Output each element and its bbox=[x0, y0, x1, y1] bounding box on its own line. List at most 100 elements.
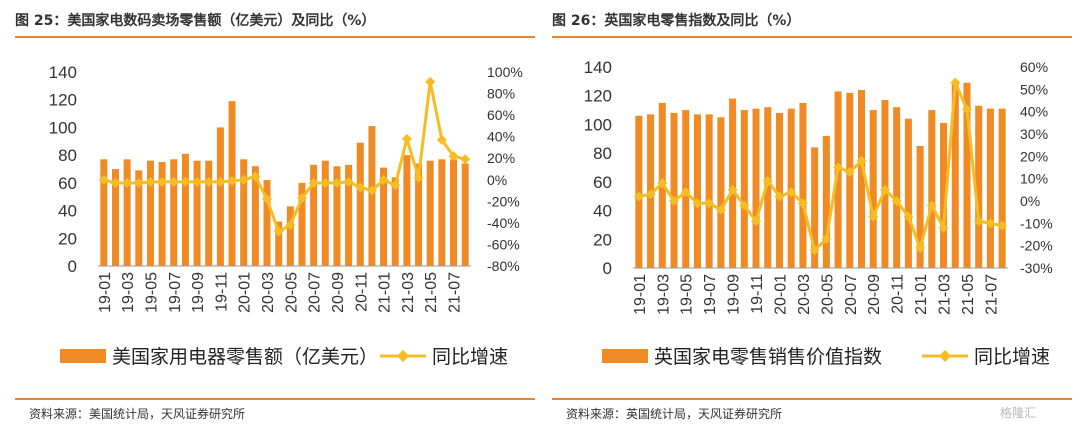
left-x-axis-tick: 21-07 bbox=[447, 272, 464, 313]
right-bar bbox=[729, 98, 737, 268]
left-bar bbox=[205, 160, 213, 266]
right-bar bbox=[822, 135, 830, 268]
right-left-axis-tick: 120 bbox=[584, 87, 612, 106]
right-x-axis-tick: 20-11 bbox=[890, 274, 907, 314]
left-growth-marker bbox=[331, 178, 342, 189]
right-legend-bar-label: 英国家电零售销售价值指数 bbox=[654, 346, 882, 368]
right-bar bbox=[811, 147, 819, 268]
watermark-text: 格隆汇 bbox=[1000, 406, 1037, 420]
left-bar bbox=[321, 160, 329, 266]
right-x-axis-tick: 19-09 bbox=[726, 274, 743, 315]
left-right-axis-tick: 40% bbox=[487, 129, 515, 145]
left-bar bbox=[450, 159, 458, 266]
right-source: 资料来源：英国统计局，天风证券研究所 bbox=[566, 407, 783, 421]
left-x-axis-tick: 21-01 bbox=[377, 272, 394, 313]
right-right-axis-tick: 40% bbox=[1020, 104, 1048, 120]
right-bar bbox=[799, 102, 807, 268]
left-growth-marker bbox=[110, 178, 121, 189]
right-title-rule bbox=[552, 36, 1072, 38]
left-growth-marker bbox=[390, 180, 401, 191]
left-growth-marker bbox=[401, 133, 412, 144]
right-bar bbox=[893, 107, 901, 268]
right-growth-marker bbox=[762, 175, 773, 186]
right-growth-line bbox=[638, 81, 1003, 252]
left-left-axis-tick: 80 bbox=[58, 146, 77, 165]
right-bar bbox=[775, 112, 783, 268]
right-right-axis-tick: -10% bbox=[1020, 215, 1053, 231]
right-bar bbox=[881, 100, 889, 268]
left-growth-marker bbox=[425, 76, 436, 87]
right-bar bbox=[717, 117, 725, 268]
right-bar bbox=[975, 105, 983, 268]
right-growth-marker bbox=[891, 196, 902, 206]
right-right-axis-tick: 20% bbox=[1020, 148, 1048, 164]
right-x-axis-tick: 19-05 bbox=[679, 274, 696, 315]
left-growth-marker bbox=[308, 178, 319, 189]
right-growth-marker bbox=[821, 233, 832, 244]
right-left-axis-tick: 40 bbox=[593, 202, 612, 221]
right-bar bbox=[858, 89, 866, 268]
left-chart: 0 20 40 60 80 100 120 140 -80% -60% -40% -20% 0% 20% 4… bbox=[49, 63, 523, 368]
left-bar bbox=[135, 170, 143, 266]
right-x-axis-tick: 21-07 bbox=[983, 274, 1000, 315]
left-bar bbox=[368, 126, 376, 267]
right-bar bbox=[986, 108, 994, 268]
right-bar bbox=[740, 110, 748, 268]
left-x-axis-tick: 20-05 bbox=[283, 272, 300, 313]
left-x-axis-tick: 21-03 bbox=[400, 272, 417, 313]
right-growth-marker bbox=[879, 184, 890, 195]
right-bar bbox=[752, 108, 760, 268]
left-right-axis-tick: 60% bbox=[487, 107, 515, 123]
right-left-axis-tick: 20 bbox=[593, 230, 612, 249]
left-growth-marker bbox=[355, 182, 366, 193]
left-growth-line bbox=[103, 80, 466, 233]
left-right-axis-tick: -80% bbox=[487, 258, 520, 274]
left-x-axis-tick: 19-07 bbox=[167, 272, 184, 313]
right-bar bbox=[963, 82, 971, 268]
right-right-axis-tick: 0% bbox=[1020, 193, 1040, 209]
right-x-axis-tick: 20-05 bbox=[819, 274, 836, 315]
right-legend-bar-swatch bbox=[602, 349, 648, 363]
right-bar bbox=[998, 108, 1006, 268]
left-growth-marker bbox=[250, 171, 261, 182]
right-x-axis-tick: 21-05 bbox=[960, 274, 977, 315]
right-bar bbox=[846, 92, 854, 268]
left-right-axis-tick: -40% bbox=[487, 215, 520, 231]
left-bar bbox=[263, 180, 271, 266]
left-right-axis-tick: -60% bbox=[487, 236, 520, 252]
right-growth-marker bbox=[938, 222, 949, 233]
left-bar bbox=[146, 160, 154, 266]
right-legend-line-label: 同比增速 bbox=[974, 346, 1050, 368]
left-left-axis-tick: 60 bbox=[58, 174, 77, 193]
right-left-axis-tick: 0 bbox=[603, 259, 612, 278]
left-bar bbox=[100, 159, 108, 266]
right-right-axis-tick: -20% bbox=[1020, 238, 1053, 254]
right-growth-marker bbox=[633, 191, 644, 202]
left-bar bbox=[310, 164, 318, 266]
right-bar bbox=[834, 91, 842, 269]
right-bar bbox=[951, 81, 959, 268]
left-growth-marker bbox=[460, 154, 471, 165]
left-growth-marker bbox=[192, 176, 203, 187]
left-bar bbox=[286, 206, 294, 266]
right-left-axis-tick: 80 bbox=[593, 144, 612, 163]
left-bar bbox=[123, 159, 131, 266]
right-bar bbox=[928, 110, 936, 268]
left-bar bbox=[380, 167, 388, 266]
left-bar bbox=[345, 164, 353, 266]
right-right-axis-tick: 60% bbox=[1020, 59, 1048, 75]
right-bar bbox=[869, 110, 877, 268]
right-right-axis-tick: 30% bbox=[1020, 126, 1048, 142]
right-x-axis-tick: 21-01 bbox=[913, 274, 930, 315]
right-growth-marker bbox=[868, 211, 879, 222]
left-growth-marker bbox=[145, 176, 156, 187]
right-growth-marker bbox=[751, 216, 762, 227]
left-growth-marker bbox=[366, 185, 377, 196]
right-x-axis-tick: 19-01 bbox=[632, 274, 649, 315]
right-x-axis-tick: 20-07 bbox=[843, 274, 860, 315]
left-bar bbox=[193, 160, 201, 266]
right-bar bbox=[764, 107, 772, 268]
left-growth-marker bbox=[262, 194, 273, 205]
left-chart-panel: 图 25：美国家电数码卖场零售额（亿美元）及同比（%） 0 20 40 60 80 100… bbox=[15, 0, 535, 431]
left-bar bbox=[415, 163, 423, 266]
